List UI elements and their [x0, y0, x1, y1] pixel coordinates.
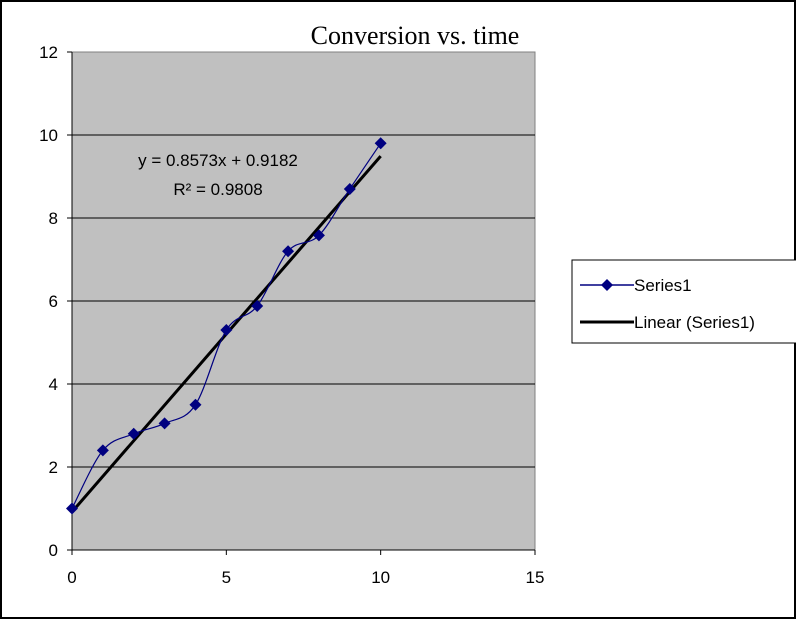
- y-tick-label-1: 2: [49, 458, 58, 477]
- x-tick-label-3: 15: [526, 568, 545, 587]
- legend-series1-label: Series1: [634, 276, 692, 295]
- y-tick-label-3: 6: [49, 292, 58, 311]
- x-tick-label-0: 0: [67, 568, 76, 587]
- y-tick-label-0: 0: [49, 541, 58, 560]
- legend-trendline-label: Linear (Series1): [634, 313, 755, 332]
- x-tick-label-2: 10: [371, 568, 390, 587]
- y-tick-label-2: 4: [49, 375, 58, 394]
- data-point-3: [158, 417, 171, 430]
- data-point-1: [96, 444, 109, 457]
- data-point-7: [282, 245, 295, 258]
- axes: 0 2 4 6 8 10 12 0 5 10 15: [39, 43, 544, 587]
- data-point-10: [374, 137, 387, 150]
- data-point-5: [220, 324, 233, 337]
- legend-box: [571, 259, 796, 344]
- legend-series1-marker: [601, 279, 613, 291]
- y-tick-label-6: 12: [39, 43, 58, 62]
- chart-title: Conversion vs. time: [311, 21, 520, 50]
- data-point-9: [343, 182, 356, 195]
- data-point-6: [251, 299, 264, 312]
- data-point-8: [312, 229, 325, 242]
- y-tick-label-4: 8: [49, 209, 58, 228]
- y-tick-label-5: 10: [39, 126, 58, 145]
- legend: Series1 Linear (Series1): [571, 259, 796, 344]
- grid-lines: [72, 134, 535, 468]
- x-tick-label-1: 5: [222, 568, 231, 587]
- trendline-equation: y = 0.8573x + 0.9182: [138, 151, 298, 170]
- series-layer: [66, 137, 387, 515]
- data-point-2: [127, 427, 140, 440]
- data-point-0: [66, 502, 78, 515]
- r-squared-label: R² = 0.9808: [173, 180, 262, 199]
- data-point-4: [189, 398, 202, 411]
